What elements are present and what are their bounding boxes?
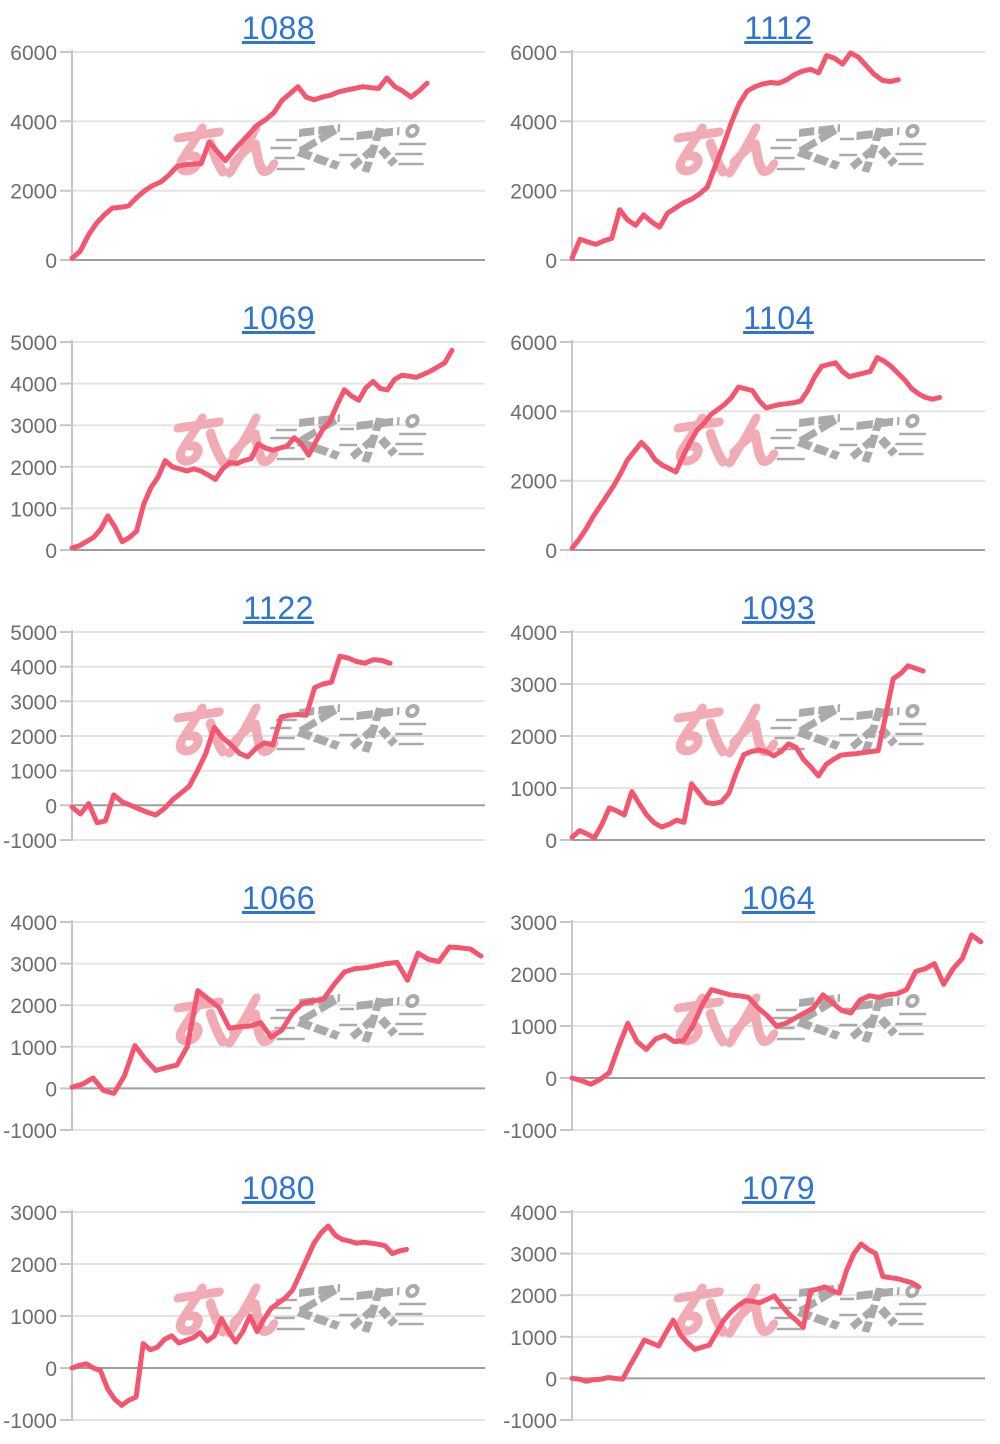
payout-line-series bbox=[69, 75, 430, 261]
y-tick-label: 3000 bbox=[510, 1244, 557, 1267]
payout-line-series bbox=[69, 1223, 409, 1408]
y-tick-label: 1000 bbox=[510, 1327, 557, 1350]
payout-line-series bbox=[69, 347, 455, 551]
y-tick-label: 4000 bbox=[510, 401, 557, 424]
y-tick-label: 3000 bbox=[10, 691, 57, 714]
y-tick-label: 1000 bbox=[10, 1037, 57, 1060]
chart-cell-1088: 1088 0 2000 4000 6000 bbox=[0, 0, 500, 290]
chart-title-link[interactable]: 1122 bbox=[243, 590, 314, 626]
y-axis-grid: 0 2000 4000 6000 bbox=[510, 42, 985, 273]
y-tick-label: 3000 bbox=[10, 1202, 57, 1225]
y-tick-label: 1000 bbox=[510, 1016, 557, 1039]
chart-title-link[interactable]: 1112 bbox=[744, 10, 813, 46]
y-tick-label: 4000 bbox=[10, 912, 57, 935]
chart-title-link[interactable]: 1088 bbox=[241, 10, 316, 46]
chart-title-link[interactable]: 1064 bbox=[741, 880, 816, 916]
y-axis-grid: -1000 0 1000 2000 3000 4000 5000 bbox=[3, 622, 485, 853]
y-tick-label: -1000 bbox=[3, 1410, 57, 1433]
y-tick-label: 0 bbox=[545, 540, 557, 563]
chart-cell-1069: 1069 0 1000 2000 3000 4000 5000 bbox=[0, 290, 500, 580]
y-tick-label: 0 bbox=[45, 795, 57, 818]
y-tick-label: 2000 bbox=[510, 726, 557, 749]
y-tick-label: 3000 bbox=[10, 954, 57, 977]
chart-title-link[interactable]: 1104 bbox=[743, 300, 814, 336]
y-axis-grid: 0 1000 2000 3000 4000 bbox=[510, 622, 985, 853]
y-tick-label: 1000 bbox=[10, 761, 57, 784]
y-tick-label: 1000 bbox=[10, 498, 57, 521]
y-tick-label: 2000 bbox=[510, 181, 557, 204]
y-tick-label: 4000 bbox=[510, 622, 557, 645]
y-tick-label: -1000 bbox=[3, 1120, 57, 1143]
payout-line-series bbox=[569, 663, 926, 841]
chart-cell-1066: 1066 -1000 0 1000 2000 3000 4000 bbox=[0, 870, 500, 1160]
y-tick-label: 2000 bbox=[10, 1254, 57, 1277]
y-tick-label: 0 bbox=[545, 830, 557, 853]
chart-cell-1122: 1122 -1000 0 1000 2000 3000 4000 5000 bbox=[0, 580, 500, 870]
y-tick-label: 2000 bbox=[510, 1285, 557, 1308]
chart-title-link[interactable]: 1093 bbox=[741, 590, 816, 626]
y-tick-label: -1000 bbox=[503, 1410, 557, 1433]
y-axis-grid: -1000 0 1000 2000 3000 4000 bbox=[503, 1202, 985, 1433]
payout-line-series bbox=[69, 653, 393, 826]
chart-title-link[interactable]: 1069 bbox=[241, 300, 316, 336]
chart-cell-1080: 1080 -1000 0 1000 2000 3000 bbox=[0, 1160, 500, 1444]
y-tick-label: 0 bbox=[45, 540, 57, 563]
y-tick-label: 2000 bbox=[10, 181, 57, 204]
y-tick-label: 6000 bbox=[510, 332, 557, 355]
chart-cell-1079: 1079 -1000 0 1000 2000 3000 4000 bbox=[500, 1160, 1000, 1444]
y-axis-grid: -1000 0 1000 2000 3000 4000 bbox=[3, 912, 485, 1143]
chart-cell-1093: 1093 0 1000 2000 3000 4000 bbox=[500, 580, 1000, 870]
y-tick-label: 1000 bbox=[510, 778, 557, 801]
y-axis-grid: -1000 0 1000 2000 3000 bbox=[503, 912, 985, 1143]
chart-cell-1104: 1104 0 2000 4000 6000 bbox=[500, 290, 1000, 580]
chart-cell-1112: 1112 0 2000 4000 6000 bbox=[500, 0, 1000, 290]
chart-title-link[interactable]: 1080 bbox=[241, 1170, 316, 1206]
y-tick-label: 2000 bbox=[510, 471, 557, 494]
y-tick-label: 2000 bbox=[10, 726, 57, 749]
y-tick-label: 5000 bbox=[10, 332, 57, 355]
y-tick-label: 4000 bbox=[10, 657, 57, 680]
y-tick-label: -1000 bbox=[3, 830, 57, 853]
y-tick-label: 3000 bbox=[510, 912, 557, 935]
y-tick-label: 1000 bbox=[10, 1306, 57, 1329]
chart-title-link[interactable]: 1066 bbox=[241, 880, 316, 916]
y-tick-label: 5000 bbox=[10, 622, 57, 645]
y-axis-grid: 0 1000 2000 3000 4000 5000 bbox=[10, 332, 485, 563]
payout-line-series bbox=[569, 50, 901, 261]
y-tick-label: 4000 bbox=[10, 111, 57, 134]
payout-line-series bbox=[569, 932, 984, 1087]
payout-line-series bbox=[569, 355, 943, 551]
payout-line-series bbox=[69, 944, 484, 1096]
payout-line-series bbox=[569, 1241, 922, 1384]
y-axis-grid: 0 2000 4000 6000 bbox=[10, 42, 485, 273]
y-tick-label: 4000 bbox=[10, 374, 57, 397]
y-tick-label: 2000 bbox=[510, 964, 557, 987]
y-tick-label: 3000 bbox=[510, 674, 557, 697]
y-tick-label: -1000 bbox=[503, 1120, 557, 1143]
chart-title-link[interactable]: 1079 bbox=[741, 1170, 816, 1206]
y-tick-label: 0 bbox=[545, 1368, 557, 1391]
payout-line-layer bbox=[569, 355, 943, 551]
y-axis-grid: 0 2000 4000 6000 bbox=[510, 332, 985, 563]
y-tick-label: 0 bbox=[45, 1358, 57, 1381]
y-axis-grid: -1000 0 1000 2000 3000 bbox=[3, 1202, 485, 1433]
y-tick-label: 6000 bbox=[510, 42, 557, 65]
y-tick-label: 6000 bbox=[10, 42, 57, 65]
y-tick-label: 0 bbox=[545, 1068, 557, 1091]
y-tick-label: 0 bbox=[45, 1078, 57, 1101]
y-tick-label: 2000 bbox=[10, 995, 57, 1018]
y-tick-label: 0 bbox=[545, 250, 557, 273]
payout-line-layer bbox=[569, 50, 901, 261]
chart-cell-1064: 1064 -1000 0 1000 2000 3000 bbox=[500, 870, 1000, 1160]
y-tick-label: 2000 bbox=[10, 457, 57, 480]
y-tick-label: 4000 bbox=[510, 111, 557, 134]
y-tick-label: 3000 bbox=[10, 415, 57, 438]
y-tick-label: 0 bbox=[45, 250, 57, 273]
y-tick-label: 4000 bbox=[510, 1202, 557, 1225]
